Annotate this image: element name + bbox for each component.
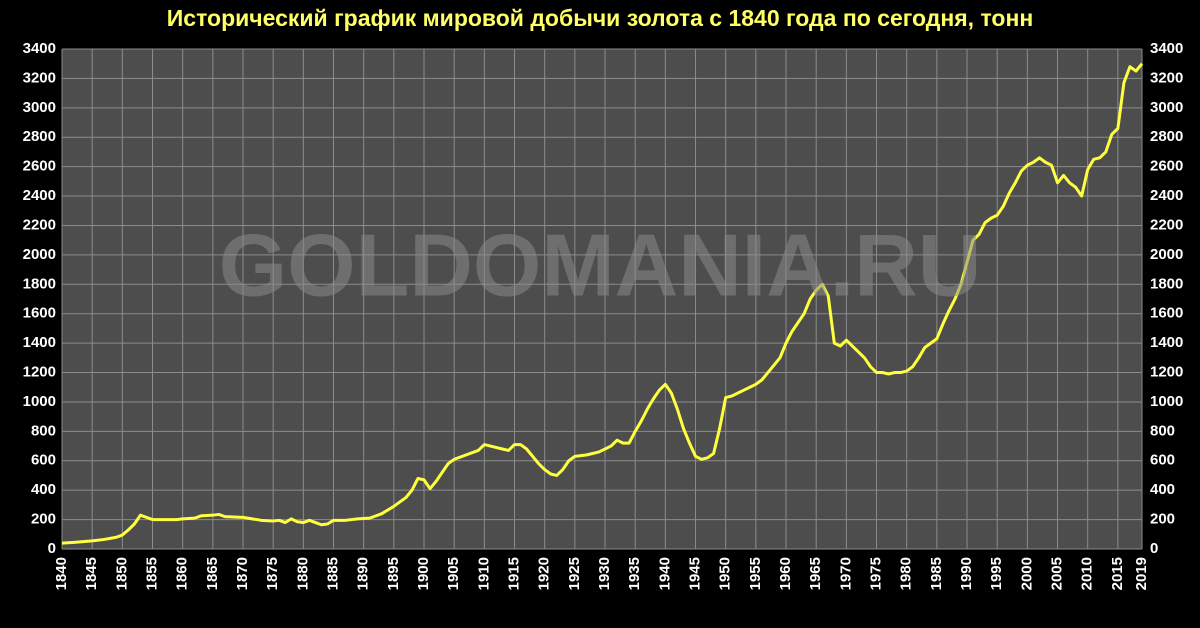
data-line	[61, 62, 1144, 545]
y2-tick-label: 2400	[1150, 187, 1183, 204]
y-tick-label: 1600	[23, 305, 56, 322]
y2-tick-label: 800	[1150, 422, 1175, 439]
x-tick-label: 1950	[717, 557, 734, 590]
x-tick-label: 1930	[596, 557, 613, 590]
x-tick-label: 2019	[1133, 557, 1150, 590]
y2-tick-label: 1400	[1150, 334, 1183, 351]
y-tick-label: 1200	[23, 363, 56, 380]
y-tick-label: 3200	[23, 69, 56, 86]
x-tick-label: 1980	[898, 557, 915, 590]
y-tick-label: 600	[31, 452, 56, 469]
y2-tick-label: 200	[1150, 511, 1175, 528]
x-tick-label: 1920	[536, 557, 553, 590]
x-tick-label: 1965	[807, 557, 824, 590]
y-tick-label: 2000	[23, 246, 56, 263]
y-tick-label: 2600	[23, 158, 56, 175]
y2-tick-label: 1600	[1150, 305, 1183, 322]
y2-tick-label: 2200	[1150, 216, 1183, 233]
x-tick-label: 1915	[505, 557, 522, 590]
x-tick-label: 1990	[958, 557, 975, 590]
x-tick-label: 1955	[747, 557, 764, 590]
y-tick-label: 200	[31, 511, 56, 528]
y2-tick-label: 400	[1150, 481, 1175, 498]
x-tick-label: 1875	[264, 557, 281, 590]
y2-tick-label: 3200	[1150, 69, 1183, 86]
y2-tick-label: 600	[1150, 452, 1175, 469]
y-tick-label: 2800	[23, 128, 56, 145]
chart-title: Исторический график мировой добычи золот…	[167, 5, 1034, 31]
x-tick-label: 2010	[1079, 557, 1096, 590]
y-tick-label: 2200	[23, 216, 56, 233]
y2-tick-label: 1800	[1150, 275, 1183, 292]
y2-tick-label: 1200	[1150, 363, 1183, 380]
x-tick-label: 1840	[53, 557, 70, 590]
y-tick-label: 800	[31, 422, 56, 439]
plot-area	[62, 49, 1142, 549]
x-tick-label: 1880	[294, 557, 311, 590]
x-tick-label: 1870	[234, 557, 251, 590]
x-tick-label: 1860	[174, 557, 191, 590]
y-tick-label: 3000	[23, 99, 56, 116]
x-tick-label: 1845	[83, 557, 100, 590]
x-tick-label: 1900	[415, 557, 432, 590]
x-tick-label: 1865	[204, 557, 221, 590]
watermark: GOLDOMANIA.RU	[219, 215, 982, 314]
x-tick-label: 1995	[988, 557, 1005, 590]
x-tick-label: 1935	[626, 557, 643, 590]
x-tick-label: 2005	[1048, 557, 1065, 590]
x-tick-label: 1885	[324, 557, 341, 590]
x-tick-label: 1895	[385, 557, 402, 590]
y2-tick-label: 1000	[1150, 393, 1183, 410]
y-tick-label: 1400	[23, 334, 56, 351]
x-tick-label: 1945	[686, 557, 703, 590]
y-tick-label: 2400	[23, 187, 56, 204]
x-tick-label: 1985	[928, 557, 945, 590]
x-tick-label: 1855	[143, 557, 160, 590]
y2-tick-label: 2800	[1150, 128, 1183, 145]
x-tick-label: 1940	[656, 557, 673, 590]
x-tick-label: 1960	[777, 557, 794, 590]
x-tick-label: 1910	[475, 557, 492, 590]
x-tick-label: 1905	[445, 557, 462, 590]
x-tick-label: 1970	[837, 557, 854, 590]
y-tick-label: 400	[31, 481, 56, 498]
x-tick-label: 2015	[1109, 557, 1126, 590]
y-tick-label: 1000	[23, 393, 56, 410]
x-tick-label: 2000	[1018, 557, 1035, 590]
y2-tick-label: 2600	[1150, 158, 1183, 175]
y2-tick-label: 3000	[1150, 99, 1183, 116]
x-tick-label: 1925	[566, 557, 583, 590]
y2-tick-label: 3400	[1150, 40, 1183, 57]
y2-tick-label: 0	[1150, 540, 1158, 557]
x-tick-label: 1975	[867, 557, 884, 590]
y2-tick-label: 2000	[1150, 246, 1183, 263]
x-tick-label: 1890	[355, 557, 372, 590]
y-tick-label: 3400	[23, 40, 56, 57]
y-tick-label: 1800	[23, 275, 56, 292]
x-tick-label: 1850	[113, 557, 130, 590]
y-tick-label: 0	[48, 540, 56, 557]
